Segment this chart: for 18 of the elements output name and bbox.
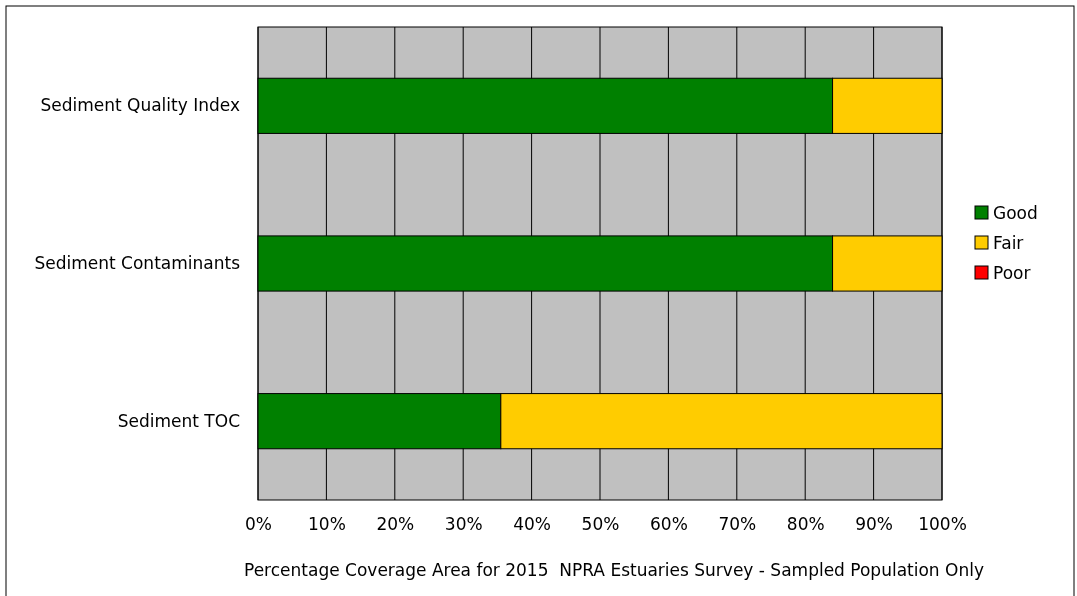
x-tick-label: 50% <box>581 514 620 535</box>
x-tick-label: 70% <box>718 514 757 535</box>
x-tick-label: 0% <box>245 514 272 535</box>
y-tick-label: Sediment Contaminants <box>34 252 241 273</box>
x-tick-label: 100% <box>918 514 967 535</box>
y-tick-label: Sediment TOC <box>117 410 240 431</box>
x-tick-label: 80% <box>786 514 825 535</box>
x-tick-label: 10% <box>308 514 346 535</box>
x-tick-label: 30% <box>444 514 483 535</box>
legend-label: Fair <box>993 233 1024 253</box>
x-tick-label: 20% <box>376 514 415 535</box>
legend-label: Good <box>993 203 1038 223</box>
y-tick-label: Sediment Quality Index <box>40 95 240 116</box>
x-axis-title: Percentage Coverage Area for 2015 NPRA Estuaries Survey - Sampled Population Only <box>244 560 984 580</box>
x-tick-label: 90% <box>855 514 893 535</box>
x-tick-label: 60% <box>650 514 688 535</box>
legend-label: Poor <box>993 263 1031 283</box>
x-tick-label: 40% <box>513 514 551 535</box>
